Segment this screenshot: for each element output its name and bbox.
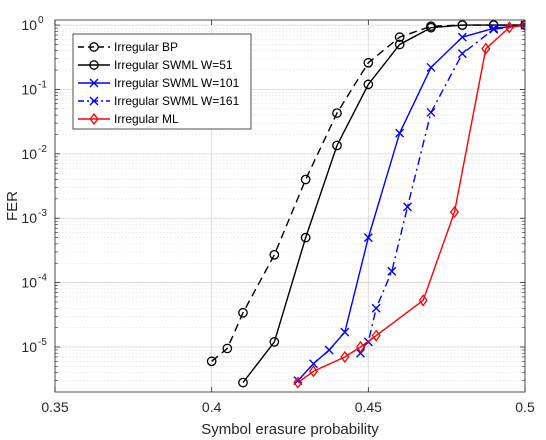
legend-entry: Irregular SWML W=51: [78, 58, 233, 72]
data-point: [371, 303, 381, 313]
series-line: [242, 24, 525, 384]
data-point: [222, 343, 233, 354]
data-point: [324, 345, 334, 355]
y-tick-label: 10: [21, 210, 37, 226]
y-tick-label: 10: [21, 17, 37, 33]
y-tick-exponent: 0: [38, 15, 44, 26]
data-point: [457, 49, 467, 59]
x-axis-label: Symbol erasure probability: [201, 421, 379, 438]
y-tick-exponent: -2: [38, 144, 47, 155]
y-tick-label: 10: [21, 275, 37, 291]
data-point: [340, 350, 350, 364]
y-tick-label: 10: [21, 146, 37, 162]
ticks: [54, 20, 526, 392]
data-point: [426, 22, 436, 33]
data-point: [395, 128, 405, 138]
legend-label: Irregular SWML W=161: [114, 94, 240, 108]
plot-frame: [54, 19, 526, 393]
series-line: [297, 24, 525, 384]
y-tick-exponent: -5: [38, 337, 47, 348]
data-point: [355, 340, 366, 354]
legend-label: Irregular BP: [114, 40, 178, 54]
data-point: [387, 266, 397, 276]
legend-marker: [89, 96, 99, 106]
data-point: [293, 376, 303, 389]
data-point: [489, 24, 499, 34]
series-layer: [206, 20, 525, 389]
data-point: [426, 62, 436, 72]
x-tick-label: 0.5: [515, 399, 535, 415]
data-point: [206, 356, 217, 367]
data-point: [457, 32, 467, 42]
data-point: [418, 294, 428, 307]
data-point: [504, 21, 514, 34]
data-point: [363, 233, 373, 243]
data-point: [403, 202, 412, 212]
x-tick-label: 0.35: [41, 399, 68, 415]
legend-entry: Irregular SWML W=161: [78, 94, 240, 108]
data-point: [363, 79, 374, 90]
y-axis-label: FER: [4, 191, 21, 221]
legend-marker: [89, 42, 99, 52]
legend-label: Irregular SWML W=101: [114, 76, 240, 90]
series-line: [297, 24, 525, 382]
data-point: [309, 359, 318, 369]
legend-box: [72, 33, 252, 130]
data-point: [371, 329, 381, 342]
series-line: [359, 24, 525, 354]
data-point: [300, 174, 311, 185]
y-tick-label: 10: [21, 339, 37, 355]
data-point: [457, 20, 468, 30]
y-tick-exponent: -1: [38, 79, 47, 90]
data-point: [269, 337, 280, 347]
data-point: [340, 327, 350, 337]
data-point: [238, 377, 248, 388]
data-point: [394, 39, 405, 50]
data-point: [308, 365, 319, 378]
legend-entry: Irregular ML: [78, 112, 179, 126]
legend-entry: Irregular BP: [78, 40, 178, 54]
data-point: [394, 32, 405, 42]
legend-entry: Irregular SWML W=101: [78, 76, 240, 90]
x-tick-label: 0.45: [355, 399, 382, 415]
data-point: [426, 107, 436, 117]
data-point: [356, 348, 365, 358]
data-point: [300, 232, 311, 243]
data-point: [269, 249, 280, 260]
legend: Irregular BP Irregular SWML W=51 Irregular…: [72, 33, 252, 130]
data-point: [363, 57, 374, 68]
data-point: [481, 42, 491, 55]
legend-label: Irregular ML: [114, 112, 179, 126]
legend-label: Irregular SWML W=51: [114, 58, 233, 72]
y-tick-exponent: -4: [38, 273, 47, 284]
data-point: [332, 108, 342, 118]
series-5: [293, 20, 525, 389]
y-tick-exponent: -3: [38, 208, 47, 219]
legend-marker: [89, 112, 99, 126]
legend-marker: [89, 78, 99, 88]
data-point: [449, 205, 460, 219]
y-tick-label: 10: [21, 81, 37, 97]
data-point: [520, 20, 525, 32]
legend-marker: [89, 60, 99, 70]
x-tick-label: 0.4: [202, 399, 222, 415]
data-point: [238, 307, 248, 318]
data-point: [332, 140, 342, 151]
